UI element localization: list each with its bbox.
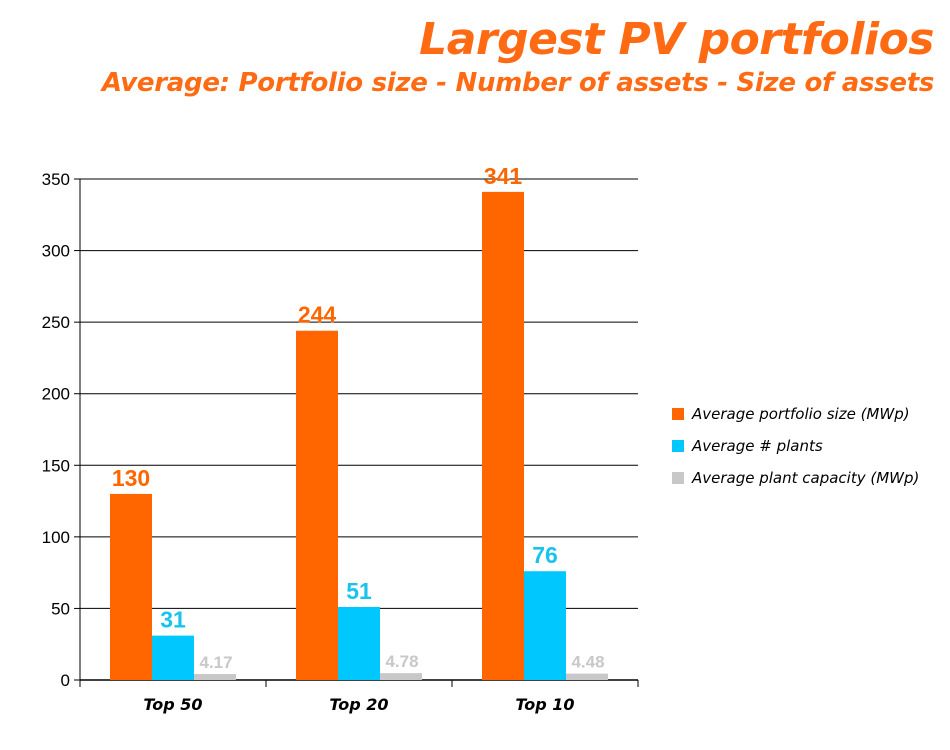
- bar-plant-capacity: [380, 673, 422, 680]
- legend-swatch-plants: [672, 440, 684, 452]
- bar-portfolio-size: [296, 330, 338, 680]
- chart-header: Largest PV portfolios Average: Portfolio…: [101, 12, 935, 98]
- bar-plant-capacity: [566, 673, 608, 680]
- data-label-portfolio-size: 244: [298, 302, 337, 328]
- bar-plants: [338, 606, 380, 680]
- y-tick-label: 200: [42, 385, 70, 404]
- legend-label-plants: Average # plants: [692, 437, 823, 455]
- y-tick-label: 0: [61, 671, 70, 690]
- data-label-portfolio-size: 341: [484, 163, 523, 189]
- data-label-plants: 51: [346, 578, 372, 604]
- data-label-plant-capacity: 4.17: [199, 653, 232, 672]
- data-label-plant-capacity: 4.48: [571, 653, 604, 672]
- y-tick-label: 300: [42, 242, 70, 261]
- bar-plants: [524, 571, 566, 680]
- legend-item-plants: Average # plants: [672, 430, 919, 462]
- y-tick-label: 100: [42, 528, 70, 547]
- legend-label-plant-capacity: Average plant capacity (MWp): [692, 469, 920, 487]
- y-tick-label: 150: [42, 456, 70, 475]
- bar-plants: [152, 635, 194, 680]
- legend-swatch-plant-capacity: [672, 472, 684, 484]
- y-tick-label: 250: [42, 313, 70, 332]
- bar-portfolio-size: [110, 493, 152, 680]
- x-tick-label: Top 20: [329, 695, 388, 714]
- x-tick-label: Top 50: [143, 695, 202, 714]
- bar-portfolio-size: [482, 191, 524, 680]
- data-label-portfolio-size: 130: [112, 465, 150, 491]
- data-label-plants: 76: [532, 542, 558, 568]
- legend-item-portfolio-size: Average portfolio size (MWp): [672, 398, 919, 430]
- chart-title: Largest PV portfolios: [419, 14, 934, 65]
- legend-label-portfolio-size: Average portfolio size (MWp): [692, 405, 910, 423]
- chart-legend: Average portfolio size (MWp) Average # p…: [672, 398, 919, 494]
- y-tick-label: 350: [42, 170, 70, 189]
- legend-item-plant-capacity: Average plant capacity (MWp): [672, 462, 919, 494]
- chart-subtitle: Average: Portfolio size - Number of asse…: [101, 68, 934, 98]
- legend-swatch-portfolio-size: [672, 408, 684, 420]
- y-tick-label: 50: [51, 599, 70, 618]
- data-label-plant-capacity: 4.78: [385, 652, 418, 671]
- bar-plant-capacity: [194, 674, 236, 680]
- data-label-plants: 31: [160, 607, 186, 633]
- x-tick-label: Top 10: [515, 695, 574, 714]
